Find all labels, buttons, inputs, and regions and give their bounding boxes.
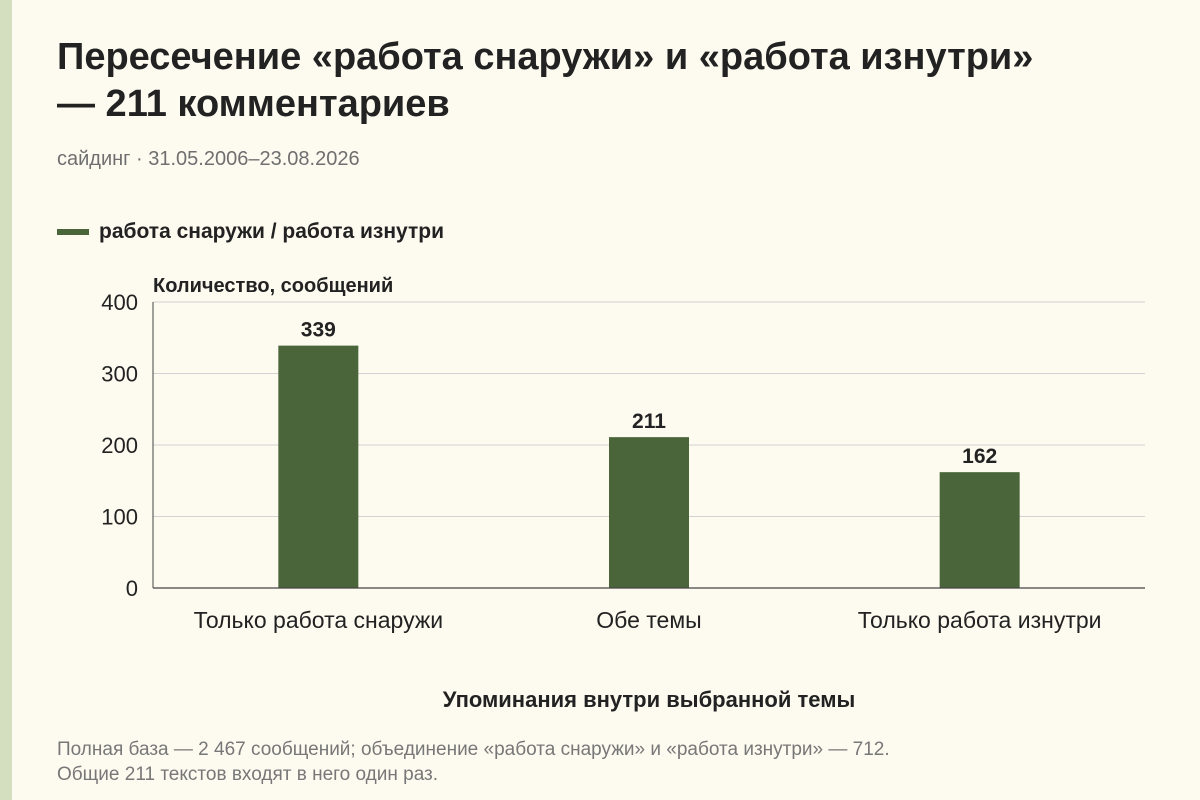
- y-tick-label: 0: [126, 576, 138, 601]
- bar: [609, 437, 689, 588]
- bar: [939, 472, 1020, 588]
- footnote-line-2: Общие 211 текстов входят в него один раз…: [57, 764, 439, 785]
- x-tick-label: Обе темы: [596, 607, 701, 633]
- footnote-line-1: Полная база — 2 467 сообщений; объединен…: [57, 739, 890, 760]
- bar-layer: [278, 345, 1020, 588]
- y-tick-label: 200: [101, 433, 138, 458]
- bar-value-label: 211: [632, 410, 666, 433]
- x-tick-label: Только работа снаружи: [194, 607, 443, 633]
- bar-value-label: 339: [301, 319, 336, 342]
- y-tick-label: 300: [101, 362, 138, 387]
- y-tick-label: 100: [101, 505, 138, 530]
- x-tick-label: Только работа изнутри: [858, 607, 1102, 633]
- chart-subtitle: сайдинг · 31.05.2006–23.08.2026: [57, 148, 360, 170]
- legend: работа снаружи / работа изнутри: [57, 220, 444, 244]
- bar: [278, 345, 359, 588]
- bar-value-label: 162: [962, 445, 997, 468]
- y-tick-label: 400: [101, 290, 138, 315]
- accent-stripe: [0, 0, 12, 800]
- y-axis-title: Количество, сообщений: [153, 275, 393, 297]
- chart-title: Пересечение «работа снаружи» и «работа и…: [57, 36, 1034, 125]
- x-axis-title: Упоминания внутри выбранной темы: [443, 687, 856, 712]
- legend-swatch: [57, 229, 89, 235]
- footnote: Полная база — 2 467 сообщений; объединен…: [57, 737, 1177, 787]
- legend-label: работа снаружи / работа изнутри: [99, 220, 444, 243]
- label-layer: 0 100 200 300 400 339 Только работа снаружи 211…: [101, 290, 1101, 633]
